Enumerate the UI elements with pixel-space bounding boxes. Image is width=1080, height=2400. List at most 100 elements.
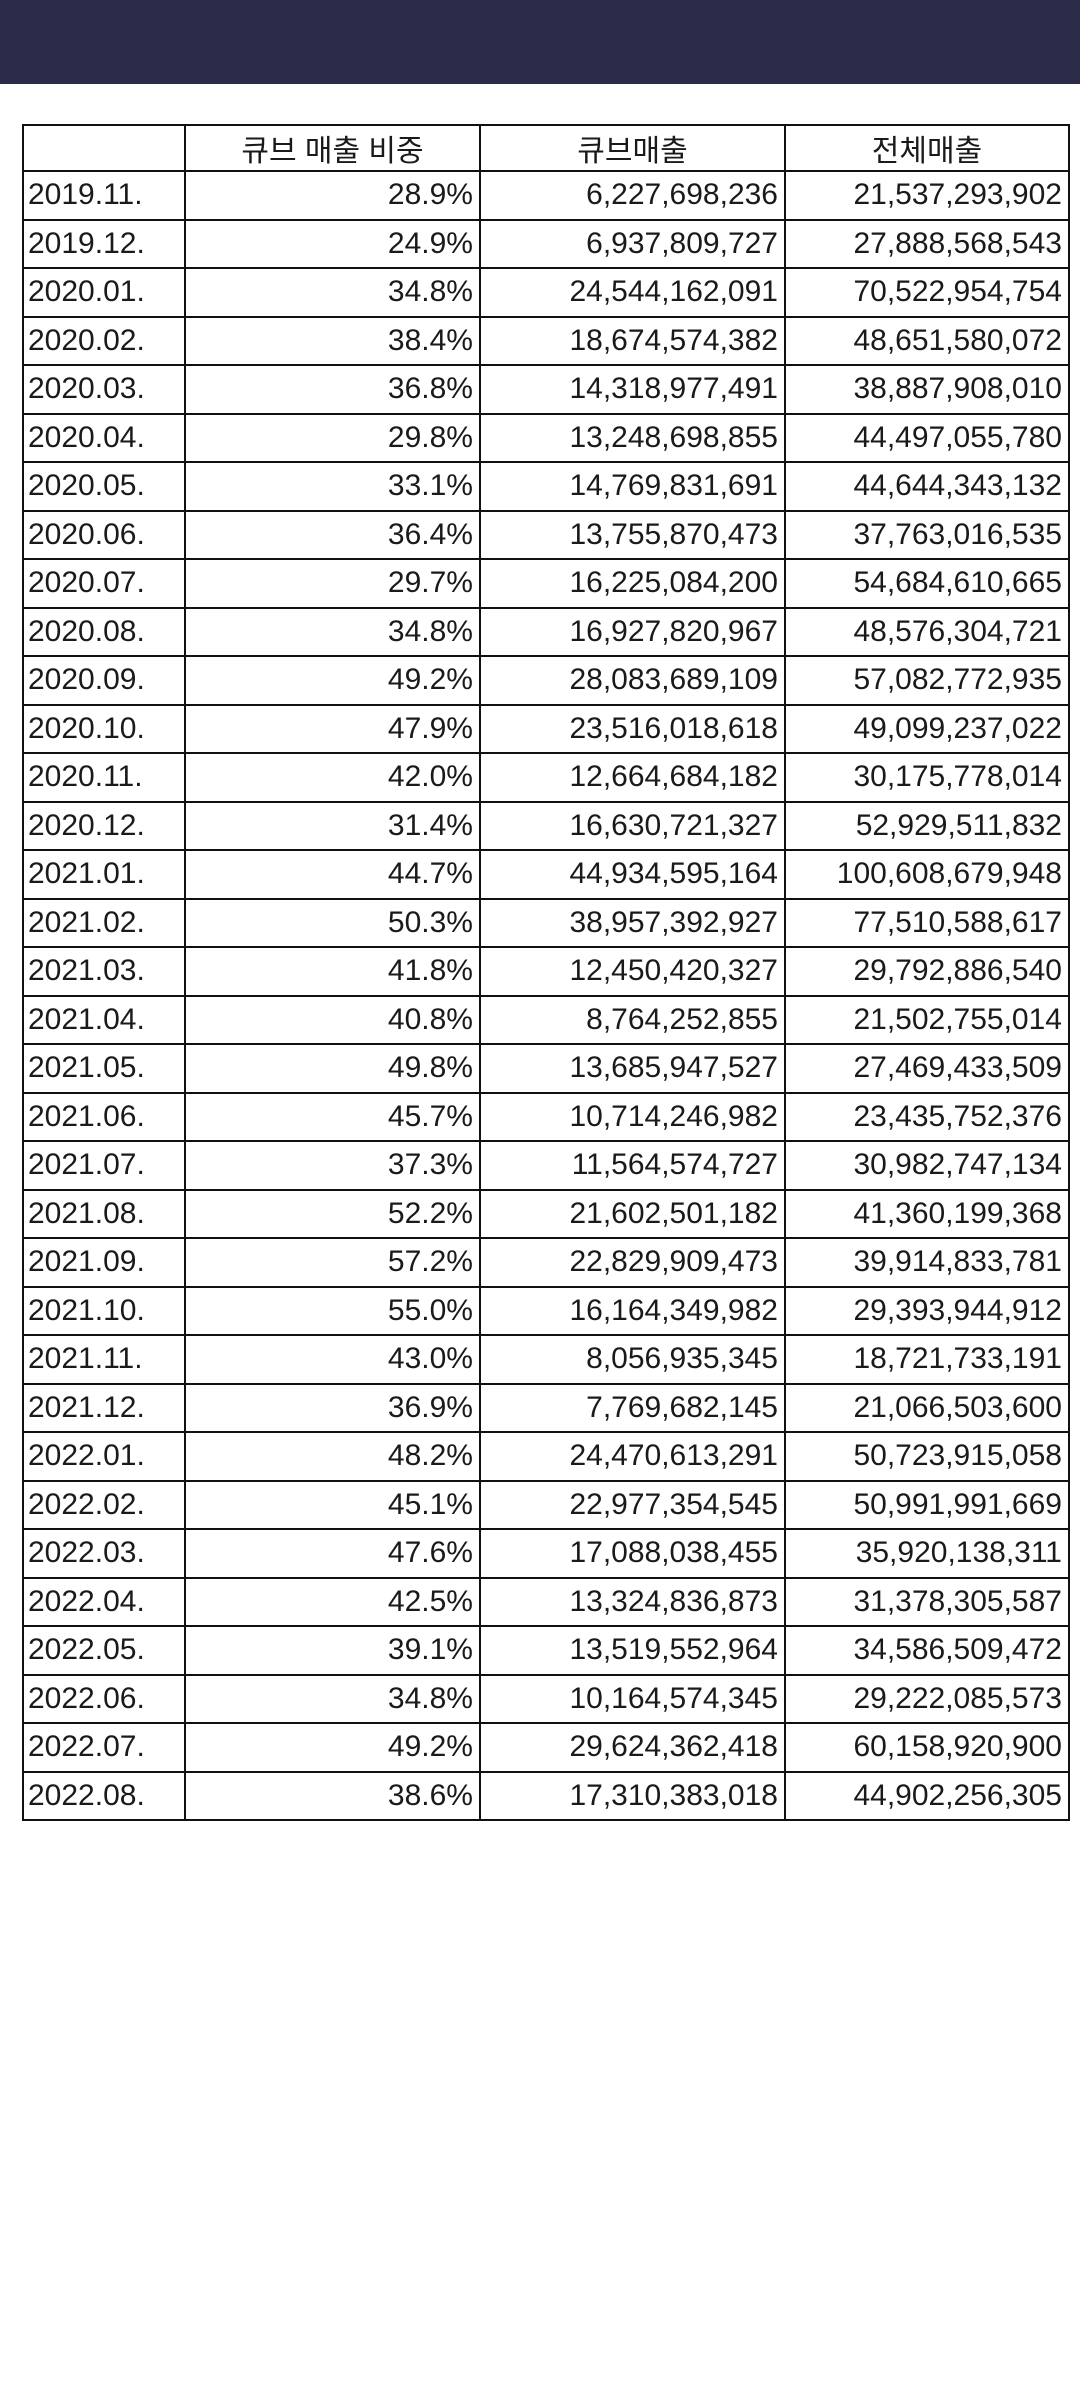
cell-period: 2020.11.	[22, 752, 186, 803]
cell-total-sales: 44,902,256,305	[784, 1770, 1070, 1821]
cell-cube-share: 36.8%	[184, 364, 481, 415]
cell-period: 2022.08.	[22, 1770, 186, 1821]
cell-cube-sales: 11,564,574,727	[479, 1140, 786, 1191]
cell-total-sales: 21,537,293,902	[784, 170, 1070, 221]
cell-cube-sales: 13,519,552,964	[479, 1625, 786, 1676]
cell-period: 2019.12.	[22, 218, 186, 269]
cell-cube-sales: 16,630,721,327	[479, 800, 786, 851]
table-row: 2021.10. 55.0% 16,164,349,982 29,393,944,91…	[22, 1285, 1070, 1336]
header-cube-share: 큐브 매출 비중	[184, 124, 481, 172]
table-row: 2021.09. 57.2% 22,829,909,473 39,914,833,78…	[22, 1237, 1070, 1288]
cell-cube-sales: 6,937,809,727	[479, 218, 786, 269]
cell-period: 2021.07.	[22, 1140, 186, 1191]
table-row: 2022.07. 49.2% 29,624,362,418 60,158,920,90…	[22, 1722, 1070, 1773]
cell-period: 2022.06.	[22, 1673, 186, 1724]
cell-total-sales: 50,723,915,058	[784, 1431, 1070, 1482]
cell-total-sales: 18,721,733,191	[784, 1334, 1070, 1385]
cell-cube-sales: 17,310,383,018	[479, 1770, 786, 1821]
cell-total-sales: 39,914,833,781	[784, 1237, 1070, 1288]
cell-total-sales: 48,576,304,721	[784, 606, 1070, 657]
cell-period: 2022.02.	[22, 1479, 186, 1530]
cell-cube-sales: 6,227,698,236	[479, 170, 786, 221]
table-row: 2021.04. 40.8% 8,764,252,855 21,502,755,014	[22, 994, 1070, 1045]
cell-period: 2022.07.	[22, 1722, 186, 1773]
table-row: 2021.06. 45.7% 10,714,246,982 23,435,752,37…	[22, 1091, 1070, 1142]
cell-period: 2022.04.	[22, 1576, 186, 1627]
table-header-row: 큐브 매출 비중 큐브매출 전체매출	[22, 124, 1070, 172]
cell-cube-sales: 12,664,684,182	[479, 752, 786, 803]
table-row: 2020.02. 38.4% 18,674,574,382 48,651,580,07…	[22, 315, 1070, 366]
cell-period: 2021.12.	[22, 1382, 186, 1433]
cell-cube-share: 34.8%	[184, 1673, 481, 1724]
cell-cube-sales: 10,164,574,345	[479, 1673, 786, 1724]
cell-total-sales: 54,684,610,665	[784, 558, 1070, 609]
cell-cube-share: 38.4%	[184, 315, 481, 366]
table-row: 2020.10. 47.9% 23,516,018,618 49,099,237,02…	[22, 703, 1070, 754]
cell-total-sales: 37,763,016,535	[784, 509, 1070, 560]
cell-cube-share: 52.2%	[184, 1188, 481, 1239]
cell-cube-sales: 7,769,682,145	[479, 1382, 786, 1433]
header-cube-sales: 큐브매출	[479, 124, 786, 172]
cell-period: 2021.05.	[22, 1043, 186, 1094]
sales-table: 큐브 매출 비중 큐브매출 전체매출 2019.11. 28.9% 6,227,69…	[22, 124, 1070, 1821]
cell-period: 2021.03.	[22, 946, 186, 997]
cell-cube-share: 36.4%	[184, 509, 481, 560]
cell-cube-sales: 13,685,947,527	[479, 1043, 786, 1094]
cell-period: 2021.06.	[22, 1091, 186, 1142]
cell-cube-sales: 10,714,246,982	[479, 1091, 786, 1142]
cell-total-sales: 29,222,085,573	[784, 1673, 1070, 1724]
cell-cube-sales: 38,957,392,927	[479, 897, 786, 948]
cell-cube-sales: 13,755,870,473	[479, 509, 786, 560]
table-row: 2022.08. 38.6% 17,310,383,018 44,902,256,30…	[22, 1770, 1070, 1821]
table-row: 2021.12. 36.9% 7,769,682,145 21,066,503,600	[22, 1382, 1070, 1433]
header-period	[22, 124, 186, 172]
cell-cube-share: 37.3%	[184, 1140, 481, 1191]
cell-cube-share: 28.9%	[184, 170, 481, 221]
table-row: 2020.03. 36.8% 14,318,977,491 38,887,908,01…	[22, 364, 1070, 415]
cell-period: 2021.04.	[22, 994, 186, 1045]
cell-cube-share: 36.9%	[184, 1382, 481, 1433]
cell-period: 2020.03.	[22, 364, 186, 415]
cell-period: 2022.03.	[22, 1528, 186, 1579]
document-image: 큐브 매출 비중 큐브매출 전체매출 2019.11. 28.9% 6,227,69…	[0, 84, 1080, 2400]
cell-cube-share: 57.2%	[184, 1237, 481, 1288]
cell-cube-sales: 23,516,018,618	[479, 703, 786, 754]
cell-total-sales: 27,888,568,543	[784, 218, 1070, 269]
cell-cube-share: 45.1%	[184, 1479, 481, 1530]
cell-total-sales: 21,502,755,014	[784, 994, 1070, 1045]
cell-cube-share: 38.6%	[184, 1770, 481, 1821]
cell-cube-share: 47.9%	[184, 703, 481, 754]
cell-cube-sales: 14,318,977,491	[479, 364, 786, 415]
cell-cube-share: 40.8%	[184, 994, 481, 1045]
cell-total-sales: 100,608,679,948	[784, 849, 1070, 900]
table-row: 2020.04. 29.8% 13,248,698,855 44,497,055,78…	[22, 412, 1070, 463]
cell-total-sales: 70,522,954,754	[784, 267, 1070, 318]
cell-total-sales: 49,099,237,022	[784, 703, 1070, 754]
cell-total-sales: 50,991,991,669	[784, 1479, 1070, 1530]
cell-cube-share: 39.1%	[184, 1625, 481, 1676]
cell-period: 2022.01.	[22, 1431, 186, 1482]
table-row: 2022.04. 42.5% 13,324,836,873 31,378,305,58…	[22, 1576, 1070, 1627]
cell-cube-sales: 13,324,836,873	[479, 1576, 786, 1627]
cell-period: 2020.08.	[22, 606, 186, 657]
cell-period: 2020.09.	[22, 655, 186, 706]
cell-cube-share: 31.4%	[184, 800, 481, 851]
cell-cube-share: 33.1%	[184, 461, 481, 512]
table-row: 2020.05. 33.1% 14,769,831,691 44,644,343,13…	[22, 461, 1070, 512]
cell-cube-sales: 24,544,162,091	[479, 267, 786, 318]
table-row: 2021.01. 44.7% 44,934,595,164 100,608,679,9…	[22, 849, 1070, 900]
cell-period: 2021.01.	[22, 849, 186, 900]
table-row: 2019.12. 24.9% 6,937,809,727 27,888,568,543	[22, 218, 1070, 269]
cell-total-sales: 23,435,752,376	[784, 1091, 1070, 1142]
cell-period: 2021.08.	[22, 1188, 186, 1239]
table-body: 2019.11. 28.9% 6,227,698,236 21,537,293,902…	[22, 170, 1070, 1821]
cell-cube-sales: 29,624,362,418	[479, 1722, 786, 1773]
table-row: 2020.09. 49.2% 28,083,689,109 57,082,772,93…	[22, 655, 1070, 706]
cell-total-sales: 57,082,772,935	[784, 655, 1070, 706]
table-row: 2020.06. 36.4% 13,755,870,473 37,763,016,53…	[22, 509, 1070, 560]
cell-total-sales: 44,644,343,132	[784, 461, 1070, 512]
cell-period: 2020.06.	[22, 509, 186, 560]
cell-period: 2020.05.	[22, 461, 186, 512]
table-row: 2021.08. 52.2% 21,602,501,182 41,360,199,36…	[22, 1188, 1070, 1239]
table-row: 2021.11. 43.0% 8,056,935,345 18,721,733,191	[22, 1334, 1070, 1385]
